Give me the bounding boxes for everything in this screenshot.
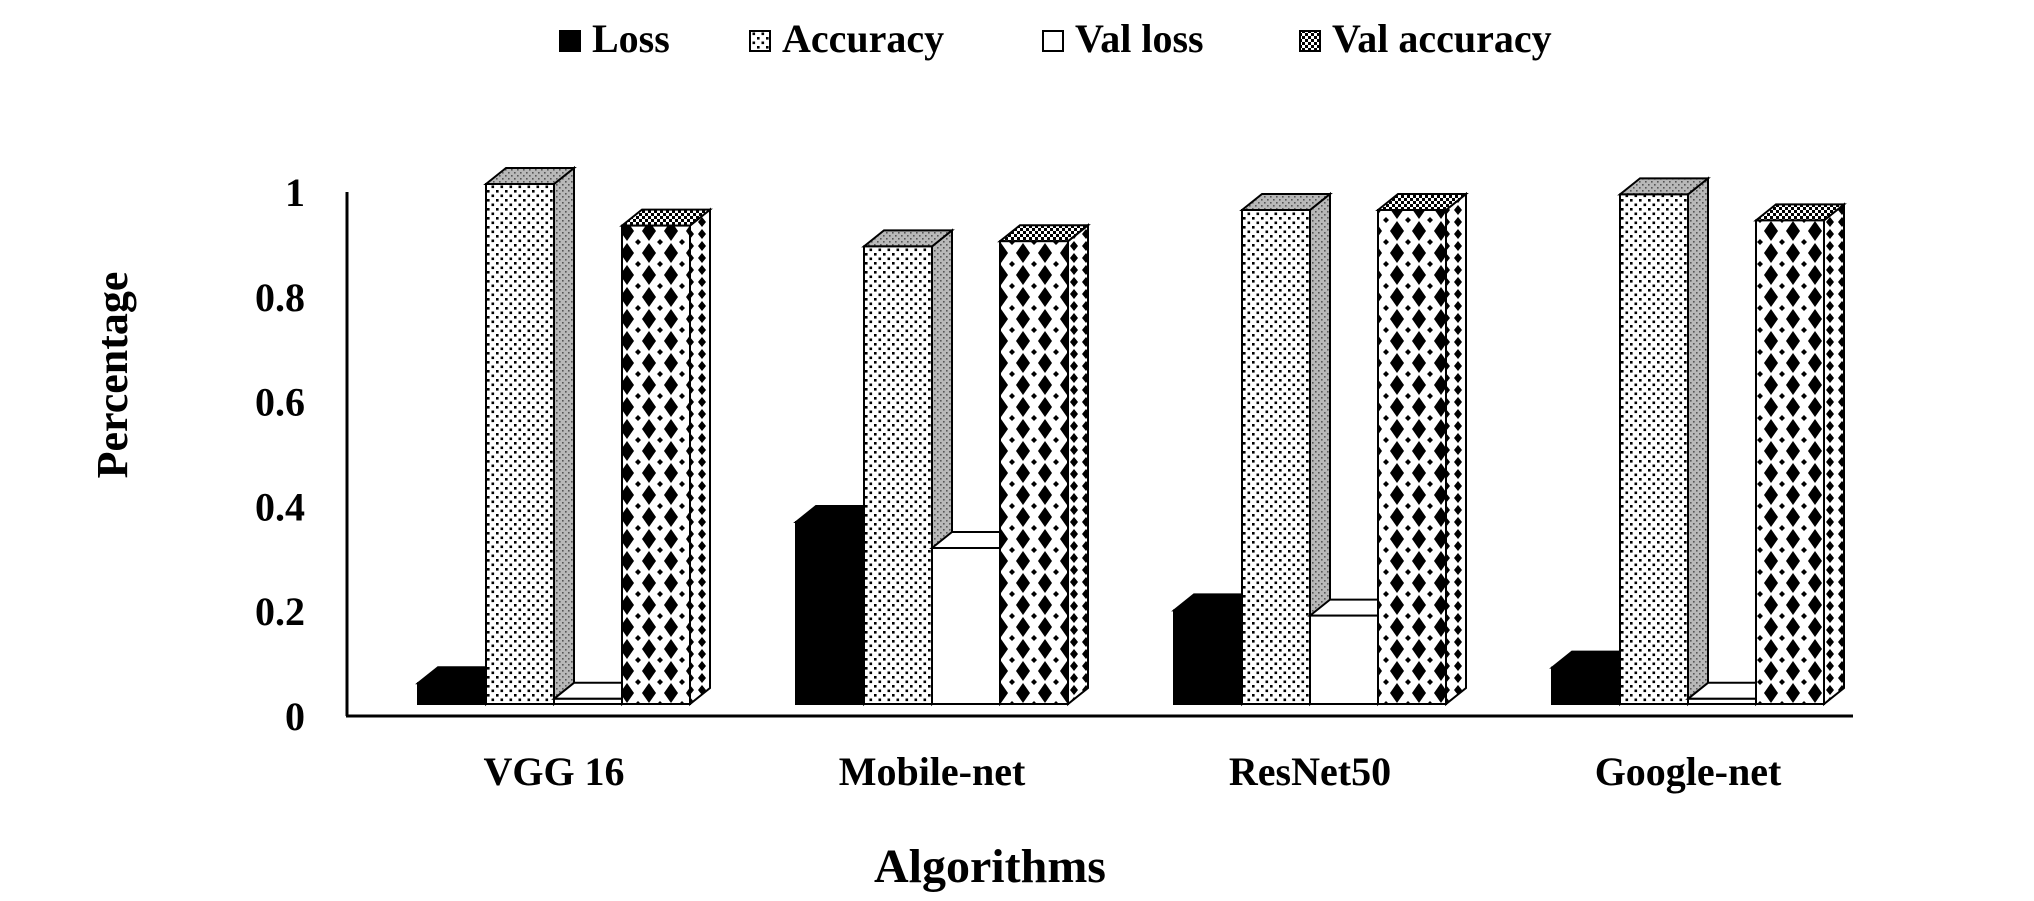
bar-front bbox=[1619, 193, 1689, 705]
bar-val-accuracy-resnet50 bbox=[1375, 191, 1469, 707]
bar-side bbox=[553, 165, 575, 707]
bar-front bbox=[931, 547, 1001, 705]
x-tick-labels: VGG 16 Mobile-net ResNet50 Google-net bbox=[483, 749, 1782, 794]
bar-front bbox=[1241, 209, 1311, 705]
bar-front bbox=[1377, 209, 1447, 705]
y-tick-label-0-2: 0.2 bbox=[255, 589, 305, 634]
bar-front bbox=[553, 697, 623, 705]
bar-front bbox=[795, 521, 865, 705]
bar-front bbox=[1173, 609, 1243, 706]
bar-front bbox=[999, 240, 1069, 705]
x-tick-label-google-net: Google-net bbox=[1595, 749, 1782, 794]
legend-item-val-loss: Val loss bbox=[1042, 16, 1204, 61]
x-axis-title: Algorithms bbox=[874, 840, 1106, 893]
legend-swatch-loss bbox=[559, 30, 581, 52]
bar-front bbox=[485, 183, 555, 705]
legend-label-val-loss: Val loss bbox=[1075, 16, 1204, 61]
legend-item-val-accuracy: Val accuracy bbox=[1299, 16, 1552, 61]
y-axis-title: Percentage bbox=[88, 272, 137, 479]
x-tick-label-mobile-net: Mobile-net bbox=[839, 749, 1026, 794]
y-tick-label-0-8: 0.8 bbox=[255, 275, 305, 320]
bar-accuracy-google-net bbox=[1617, 176, 1711, 707]
legend: Loss Accuracy Val loss Val accuracy bbox=[559, 16, 1552, 61]
bar-front bbox=[1755, 219, 1825, 705]
x-tick-label-vgg-16: VGG 16 bbox=[483, 749, 624, 794]
bar-accuracy-vgg-16 bbox=[483, 165, 577, 707]
legend-label-val-accuracy: Val accuracy bbox=[1332, 16, 1552, 61]
legend-label-loss: Loss bbox=[592, 16, 670, 61]
bar-front bbox=[1687, 697, 1757, 705]
bar-val-accuracy-vgg-16 bbox=[619, 207, 713, 707]
y-tick-label-0-4: 0.4 bbox=[255, 484, 305, 529]
bar-front bbox=[417, 682, 487, 706]
bar-val-accuracy-google-net bbox=[1753, 202, 1847, 707]
bar-front bbox=[1551, 666, 1621, 705]
y-tick-label-0: 0 bbox=[285, 694, 305, 739]
legend-item-loss: Loss bbox=[559, 16, 670, 61]
bar-side bbox=[689, 207, 711, 707]
y-tick-labels: 0 0.2 0.4 0.6 0.8 1 bbox=[255, 170, 305, 739]
x-tick-label-resnet50: ResNet50 bbox=[1229, 749, 1391, 794]
bar-side bbox=[1067, 223, 1089, 707]
legend-swatch-accuracy bbox=[749, 30, 771, 52]
y-tick-label-0-6: 0.6 bbox=[255, 380, 305, 425]
bar-side bbox=[1687, 176, 1709, 707]
legend-swatch-val-accuracy bbox=[1299, 30, 1321, 52]
y-tick-label-1: 1 bbox=[285, 170, 305, 215]
bar-front bbox=[1309, 614, 1379, 705]
bar-accuracy-resnet50 bbox=[1239, 191, 1333, 707]
bar-front bbox=[863, 245, 933, 705]
legend-item-accuracy: Accuracy bbox=[749, 16, 944, 61]
bar-front bbox=[621, 224, 691, 705]
bar-side bbox=[1445, 191, 1467, 707]
bar-side bbox=[1823, 202, 1845, 707]
legend-swatch-val-loss bbox=[1042, 30, 1064, 52]
bar-val-accuracy-mobile-net bbox=[997, 223, 1091, 707]
legend-label-accuracy: Accuracy bbox=[782, 16, 944, 61]
bars bbox=[415, 165, 1847, 707]
